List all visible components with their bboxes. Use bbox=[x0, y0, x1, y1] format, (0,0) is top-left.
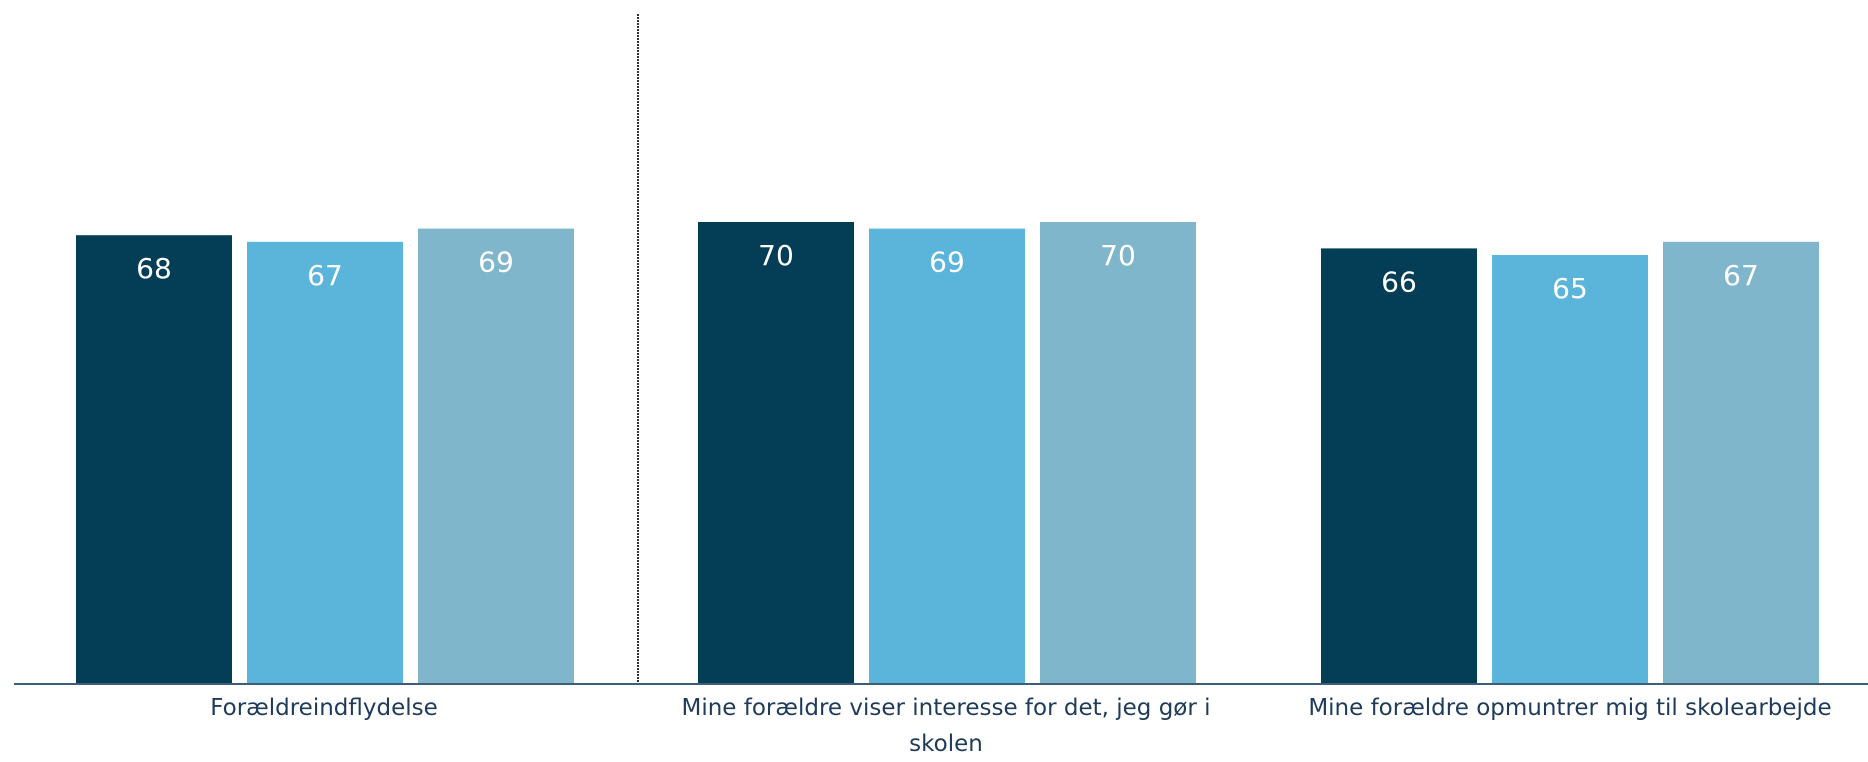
category-label-foraeldreindflydelse: Forældreindflydelse bbox=[210, 695, 438, 721]
value-label-cat2-series3: 70 bbox=[1100, 239, 1136, 272]
bar-cat3-series1 bbox=[1321, 248, 1477, 684]
bar-cat3-series2 bbox=[1492, 255, 1648, 684]
chart-plot: 68 67 69 70 69 70 66 65 67 bbox=[14, 14, 1868, 685]
value-label-cat3-series1: 66 bbox=[1381, 265, 1417, 298]
bar-cat2-series2 bbox=[869, 228, 1025, 684]
bar-cat3-series3 bbox=[1663, 241, 1819, 685]
bar-cat1-series1 bbox=[76, 235, 232, 684]
bar-cat1-series2 bbox=[247, 241, 403, 685]
value-label-cat1-series3: 69 bbox=[478, 246, 514, 279]
value-label-cat1-series1: 68 bbox=[136, 252, 172, 285]
value-label-cat3-series3: 67 bbox=[1723, 259, 1759, 292]
value-label-cat1-series2: 67 bbox=[307, 259, 343, 292]
category-label-interesse: Mine forældre viser interesse for det, j… bbox=[681, 695, 1211, 757]
bar-cat1-series3 bbox=[418, 228, 574, 684]
value-label-cat2-series1: 70 bbox=[758, 239, 794, 272]
bar-cat2-series3 bbox=[1040, 222, 1196, 684]
bar-cat2-series1 bbox=[698, 222, 854, 684]
value-label-cat3-series2: 65 bbox=[1552, 272, 1588, 305]
category-label-opmuntrer: Mine forældre opmuntrer mig til skolearb… bbox=[1308, 695, 1832, 721]
value-label-cat2-series2: 69 bbox=[929, 246, 965, 279]
